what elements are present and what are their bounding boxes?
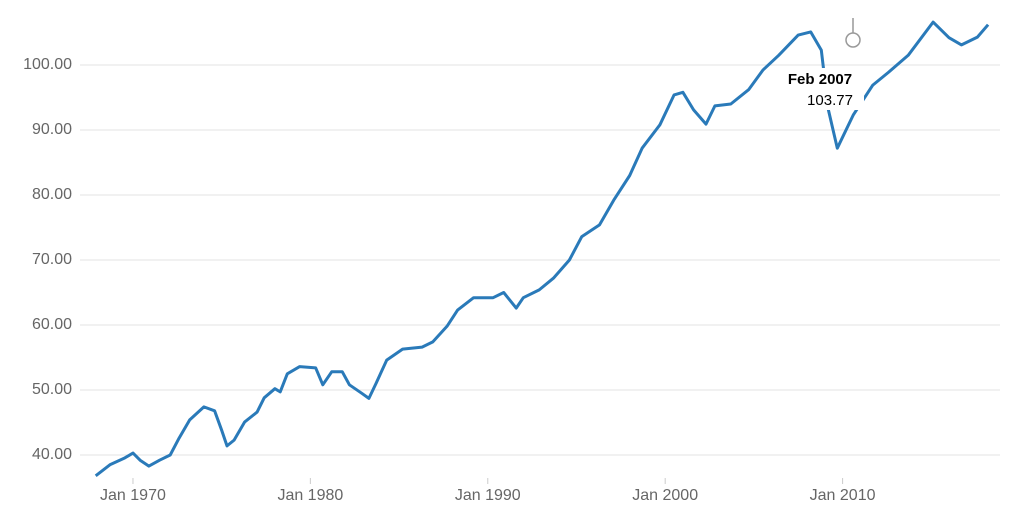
y-tick-label: 50.00 bbox=[32, 381, 72, 398]
x-tick-label: Jan 1970 bbox=[100, 487, 166, 504]
y-tick-label: 60.00 bbox=[32, 316, 72, 333]
y-tick-label: 100.00 bbox=[23, 56, 72, 73]
tooltip: Feb 2007 103.77 bbox=[776, 18, 864, 110]
tooltip-title: Feb 2007 bbox=[788, 71, 852, 88]
x-tick-label: Jan 1980 bbox=[277, 487, 343, 504]
grid: 40.00 50.00 60.00 70.00 80.00 90.00 100.00 Jan … bbox=[23, 56, 1000, 504]
tooltip-value: 103.77 bbox=[807, 92, 853, 109]
x-tick-label: Jan 2000 bbox=[632, 487, 698, 504]
y-tick-label: 40.00 bbox=[32, 446, 72, 463]
data-line bbox=[94, 20, 990, 477]
plot bbox=[94, 20, 990, 477]
y-tick-label: 70.00 bbox=[32, 251, 72, 268]
hover-marker bbox=[845, 32, 861, 48]
x-tick-label: Jan 2010 bbox=[810, 487, 876, 504]
x-tick-label: Jan 1990 bbox=[455, 487, 521, 504]
tooltip-background bbox=[776, 68, 864, 110]
y-tick-label: 80.00 bbox=[32, 186, 72, 203]
y-tick-label: 90.00 bbox=[32, 121, 72, 138]
